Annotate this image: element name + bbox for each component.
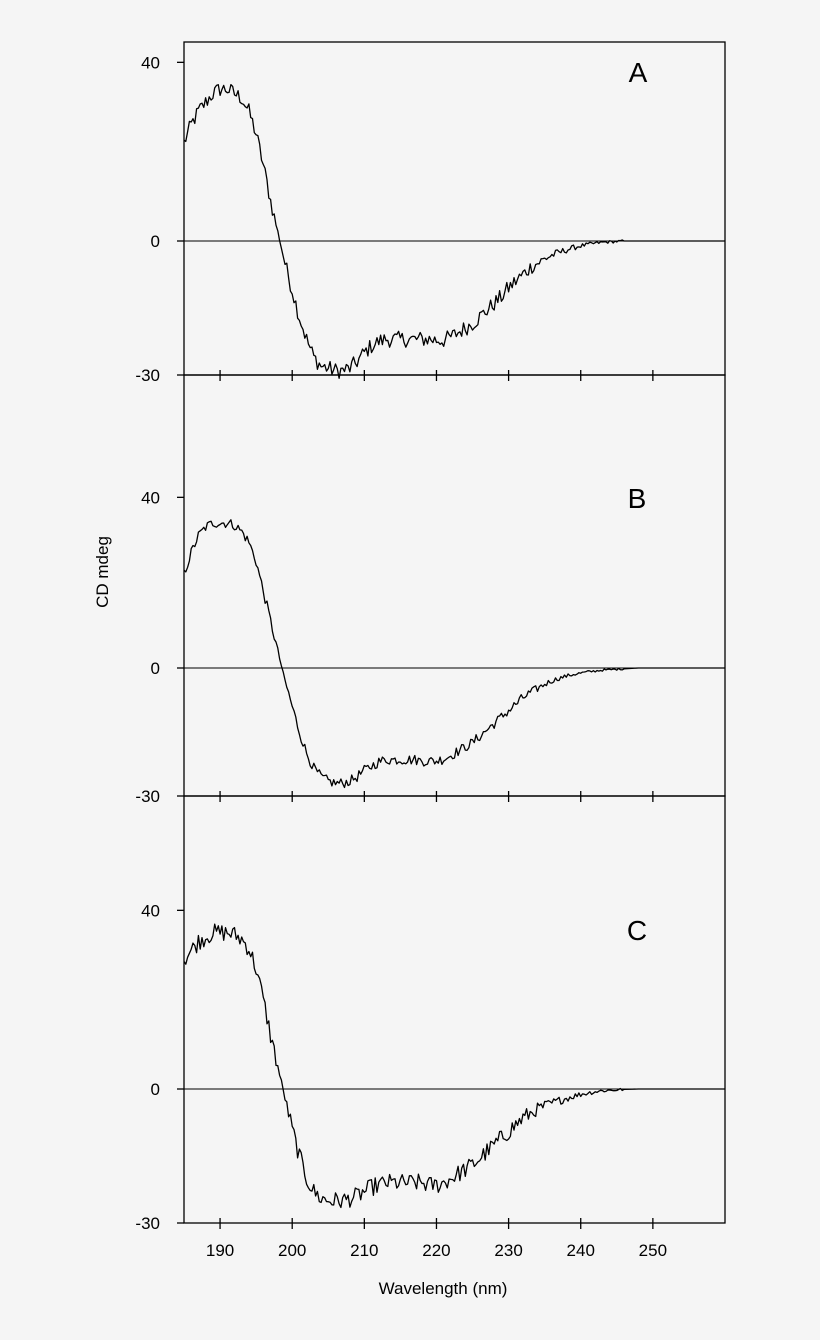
y-tick-label: -30 <box>135 1214 160 1233</box>
panel-b: 40 0 -30 B <box>135 374 726 806</box>
x-axis-title: Wavelength (nm) <box>379 1279 508 1298</box>
spectrum-line-b <box>183 519 725 789</box>
y-tick-label: 40 <box>141 53 160 72</box>
panel-frame <box>183 374 726 797</box>
spectrum-line-c <box>183 923 725 1209</box>
panel-a-label: A <box>629 57 648 88</box>
y-tick-label: 0 <box>151 1080 160 1099</box>
x-tick-label: 240 <box>567 1241 595 1260</box>
x-tick-label: 250 <box>639 1241 667 1260</box>
x-tick-label: 230 <box>494 1241 522 1260</box>
panel-b-label: B <box>628 483 647 514</box>
y-tick-label: 0 <box>151 232 160 251</box>
panel-a: 40 0 -30 A <box>135 41 726 385</box>
y-tick-label: 40 <box>141 901 160 920</box>
y-tick-label: -30 <box>135 787 160 806</box>
y-tick-label: 0 <box>151 659 160 678</box>
y-tick-label: 40 <box>141 488 160 507</box>
y-tick-label: -30 <box>135 366 160 385</box>
panel-frame <box>183 41 726 376</box>
x-tick-label: 210 <box>350 1241 378 1260</box>
panel-frame <box>183 795 726 1224</box>
panels: 40 0 -30 A 40 0 -30 B 40 0 -30 C <box>135 41 726 1233</box>
y-axis-title: CD mdeg <box>93 536 112 608</box>
spectrum-line-a <box>183 83 725 379</box>
x-tick-label: 190 <box>206 1241 234 1260</box>
x-axis: 190 200 210 220 230 240 250 <box>206 1241 667 1260</box>
x-tick-label: 220 <box>422 1241 450 1260</box>
panel-c: 40 0 -30 C <box>135 795 726 1233</box>
x-tick-label: 200 <box>278 1241 306 1260</box>
panel-c-label: C <box>627 915 647 946</box>
